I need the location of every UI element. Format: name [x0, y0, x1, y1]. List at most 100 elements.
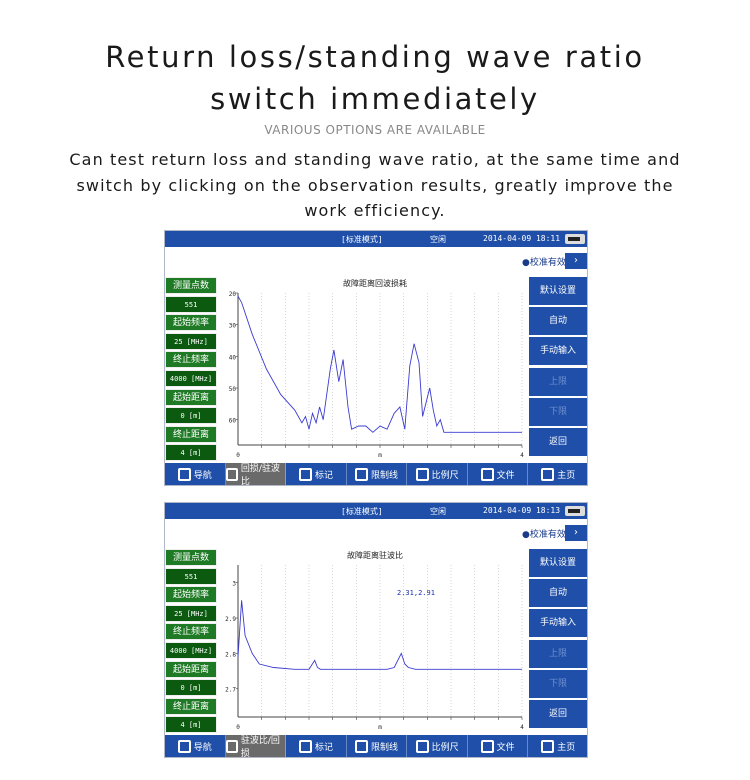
manual-input-button[interactable]: 手动输入: [529, 609, 587, 638]
limit-line-icon: [355, 467, 369, 481]
tab-return-loss-vswr[interactable]: 回损/驻波比: [225, 463, 287, 485]
param-value[interactable]: 4 [m]: [165, 716, 217, 734]
state-label: 空闲: [430, 235, 446, 244]
data-series-line: [237, 295, 522, 433]
param-value[interactable]: 25 [MHz]: [165, 332, 217, 350]
tab-label: 文件: [496, 742, 515, 753]
marker-icon: [298, 467, 312, 481]
switch-icon: [225, 467, 238, 481]
vswr-chart: 故障距离驻波比 3 2.9 2.8 2.7 0 m 4 2.31,2.91: [222, 547, 528, 737]
calibration-expand-button[interactable]: ›: [565, 525, 587, 541]
back-button[interactable]: 返回: [529, 427, 587, 456]
tab-navigation[interactable]: 导航: [165, 735, 226, 757]
param-value[interactable]: 25 [MHz]: [165, 604, 217, 622]
switch-icon: [225, 739, 238, 753]
y-tick-label: 2.7: [225, 687, 236, 694]
tab-marker[interactable]: 标记: [286, 735, 347, 757]
tab-scale[interactable]: 比例尺: [407, 463, 468, 485]
param-value[interactable]: 4000 [MHz]: [165, 369, 217, 387]
x-tick-label: m: [378, 724, 382, 731]
subtitle: VARIOUS OPTIONS ARE AVAILABLE: [264, 123, 486, 137]
param-label[interactable]: 终止频率: [165, 351, 217, 369]
return-loss-chart: 故障距离回波损耗 20 30 40 50 60 0 m 4: [222, 275, 528, 465]
x-tick-label: 0: [236, 724, 240, 731]
status-bar: [标准模式] 空闲 2014-04-09 18:11: [165, 231, 587, 247]
tab-vswr-return-loss[interactable]: 驻波比/回损: [225, 735, 287, 757]
bottom-toolbar: 导航 驻波比/回损 标记 限制线 比例尺 文件 主页: [165, 735, 587, 757]
marker-annotation: 2.31,2.91: [397, 589, 435, 597]
param-value[interactable]: 0 [m]: [165, 679, 217, 697]
calibration-status: ●校准有效: [522, 530, 566, 540]
manual-input-button[interactable]: 手动输入: [529, 337, 587, 366]
x-tick-label: 4: [520, 452, 524, 459]
calibration-expand-button[interactable]: ›: [565, 253, 587, 269]
param-label[interactable]: 终止距离: [165, 425, 217, 443]
param-label[interactable]: 起始距离: [165, 660, 217, 678]
param-label[interactable]: 测量点数: [165, 277, 217, 294]
tab-navigation[interactable]: 导航: [165, 463, 226, 485]
chart-title: 故障距离回波损耗: [343, 278, 407, 288]
y-tick-label: 30: [229, 323, 237, 330]
param-label[interactable]: 起始距离: [165, 388, 217, 406]
tab-label: 导航: [193, 470, 212, 481]
tab-scale[interactable]: 比例尺: [407, 735, 468, 757]
default-settings-button[interactable]: 默认设置: [529, 277, 587, 305]
y-tick-label: 2.8: [225, 651, 236, 658]
lower-limit-button[interactable]: 下限: [529, 669, 587, 698]
y-tick-label: 60: [229, 418, 237, 425]
param-label[interactable]: 终止距离: [165, 697, 217, 715]
tab-label: 导航: [193, 742, 212, 753]
description-line-1: Can test return loss and standing wave r…: [69, 150, 681, 169]
tab-home[interactable]: 主页: [528, 463, 587, 485]
bottom-toolbar: 导航 回损/驻波比 标记 限制线 比例尺 文件 主页: [165, 463, 587, 485]
battery-icon: [565, 506, 585, 516]
upper-limit-button[interactable]: 上限: [529, 639, 587, 668]
tab-home[interactable]: 主页: [528, 735, 587, 757]
tab-label: 标记: [314, 742, 333, 753]
home-icon: [541, 467, 555, 481]
time-label: 2014-04-09 18:11: [483, 234, 561, 243]
param-label[interactable]: 起始频率: [165, 586, 217, 604]
tab-label: 限制线: [371, 742, 399, 753]
scale-menu: 默认设置 自动 手动输入 上限 下限 返回: [529, 277, 587, 458]
param-label[interactable]: 终止频率: [165, 623, 217, 641]
tab-label: 比例尺: [431, 470, 459, 481]
y-tick-label: 40: [229, 354, 237, 361]
tab-file[interactable]: 文件: [468, 463, 529, 485]
back-button[interactable]: 返回: [529, 699, 587, 728]
time-label: 2014-04-09 18:13: [483, 506, 561, 515]
parameter-panel: 测量点数 551 起始频率 25 [MHz] 终止频率 4000 [MHz] 起…: [165, 549, 217, 735]
tab-limit-line[interactable]: 限制线: [347, 463, 408, 485]
headline-line-1: Return loss/standing wave ratio: [105, 40, 645, 74]
auto-button[interactable]: 自动: [529, 579, 587, 608]
tab-label: 主页: [557, 742, 576, 753]
vswr-chart-svg: 故障距离驻波比 3 2.9 2.8 2.7 0 m 4 2.31,2.91: [225, 550, 524, 731]
calibration-status: ●校准有效: [522, 258, 566, 268]
state-label: 空闲: [430, 507, 446, 516]
y-tick-label: 2.9: [225, 616, 236, 623]
status-bar: [标准模式] 空闲 2014-04-09 18:13: [165, 503, 587, 519]
mode-label: [标准模式]: [341, 507, 383, 516]
instrument-screen-vswr: [标准模式] 空闲 2014-04-09 18:13 ●校准有效 › 测量点数 …: [164, 502, 588, 758]
param-label[interactable]: 测量点数: [165, 549, 217, 566]
param-value[interactable]: 551: [165, 295, 217, 313]
file-icon: [480, 467, 494, 481]
data-series-line: [237, 600, 522, 670]
param-value[interactable]: 4 [m]: [165, 444, 217, 462]
tab-file[interactable]: 文件: [468, 735, 529, 757]
navigation-icon: [177, 467, 191, 481]
param-value[interactable]: 0 [m]: [165, 407, 217, 425]
upper-limit-button[interactable]: 上限: [529, 367, 587, 396]
x-tick-label: 4: [520, 724, 524, 731]
chart-title: 故障距离驻波比: [347, 550, 403, 560]
tab-label: 文件: [496, 470, 515, 481]
tab-marker[interactable]: 标记: [286, 463, 347, 485]
auto-button[interactable]: 自动: [529, 307, 587, 336]
tab-limit-line[interactable]: 限制线: [347, 735, 408, 757]
param-value[interactable]: 551: [165, 567, 217, 585]
param-label[interactable]: 起始频率: [165, 314, 217, 332]
lower-limit-button[interactable]: 下限: [529, 397, 587, 426]
param-value[interactable]: 4000 [MHz]: [165, 641, 217, 659]
limit-line-icon: [355, 739, 369, 753]
default-settings-button[interactable]: 默认设置: [529, 549, 587, 577]
